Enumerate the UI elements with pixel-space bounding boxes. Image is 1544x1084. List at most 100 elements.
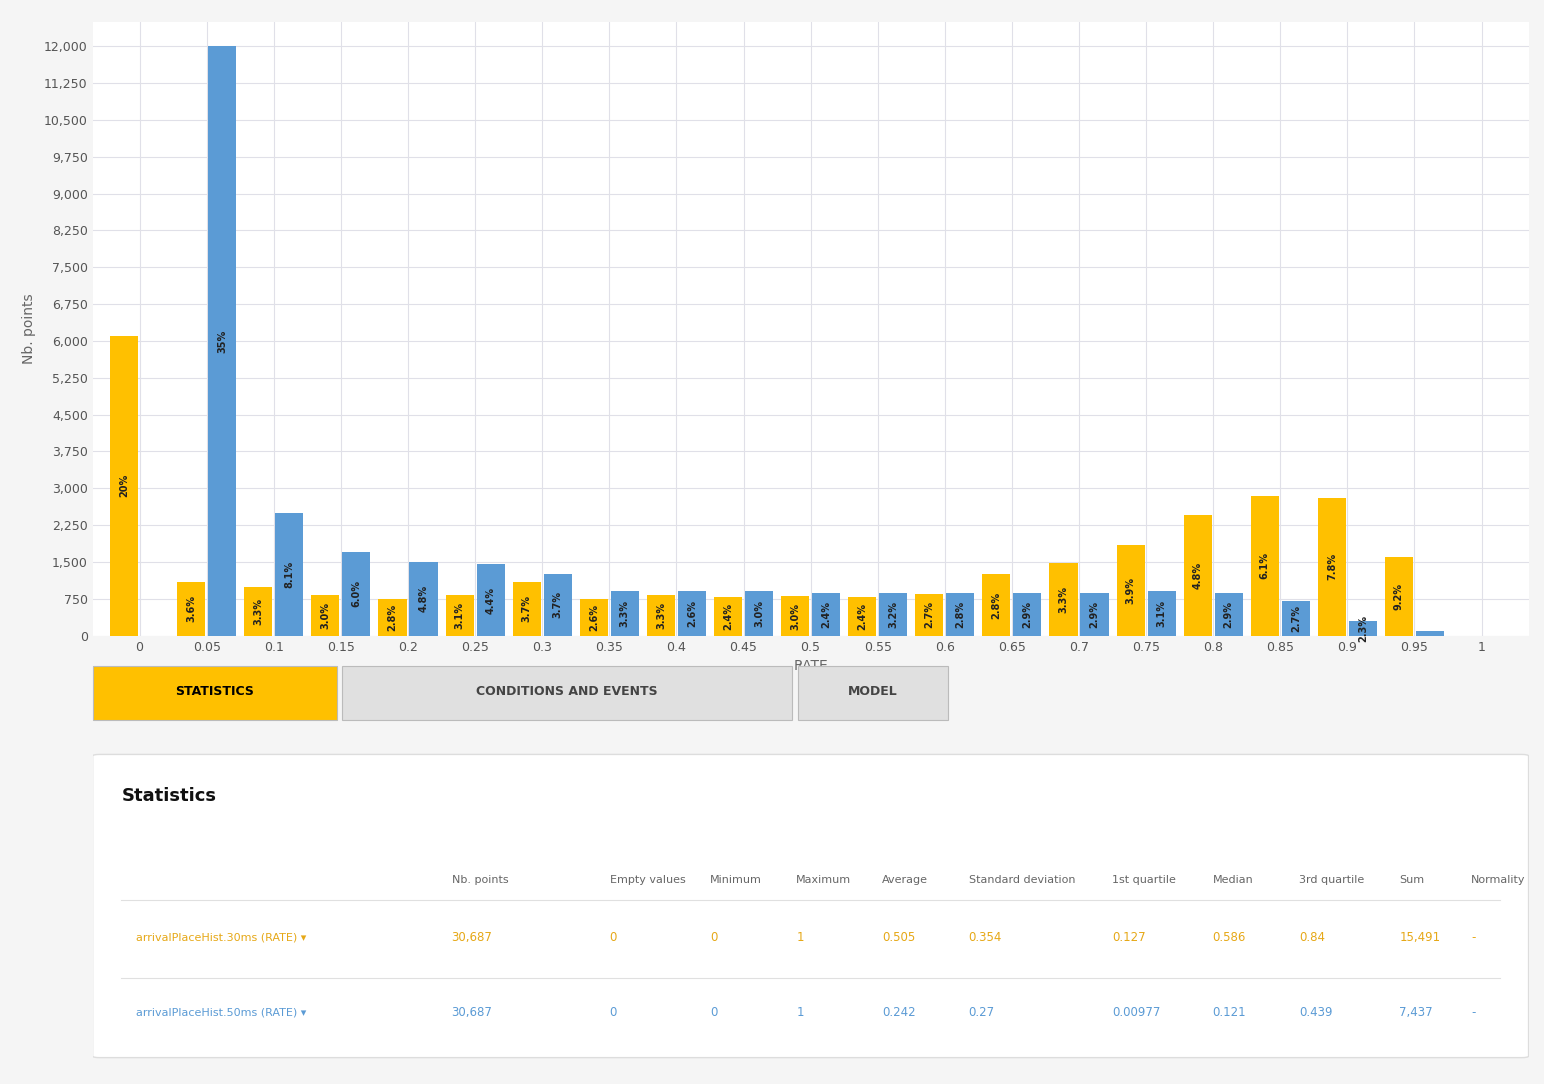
Text: 3.3%: 3.3% <box>619 601 630 627</box>
Text: Minimum: Minimum <box>710 875 761 885</box>
Text: Median: Median <box>1212 875 1254 885</box>
Bar <box>477 565 505 635</box>
Bar <box>543 575 571 635</box>
Text: 2.6%: 2.6% <box>687 601 696 627</box>
Text: Maximum: Maximum <box>797 875 851 885</box>
Text: 2.7%: 2.7% <box>1291 605 1300 632</box>
Text: 30,687: 30,687 <box>451 931 493 944</box>
Text: 3.7%: 3.7% <box>553 592 562 619</box>
Bar <box>611 592 639 635</box>
Text: 3.6%: 3.6% <box>187 595 196 622</box>
Text: 4.8%: 4.8% <box>1192 562 1203 589</box>
Bar <box>312 595 340 635</box>
Bar <box>208 47 236 635</box>
Bar <box>178 582 205 635</box>
Text: 3rd quartile: 3rd quartile <box>1299 875 1363 885</box>
X-axis label: RATE: RATE <box>794 659 828 673</box>
Text: 15,491: 15,491 <box>1399 931 1441 944</box>
Text: -: - <box>1471 1006 1476 1019</box>
Text: 3.1%: 3.1% <box>1156 601 1167 627</box>
Bar <box>1013 593 1042 635</box>
Text: 2.8%: 2.8% <box>388 604 397 631</box>
Text: 3.1%: 3.1% <box>454 602 465 629</box>
Text: 35%: 35% <box>218 330 227 352</box>
Text: 8.1%: 8.1% <box>284 560 295 588</box>
Text: arrivalPlaceHist.30ms (RATE) ▾: arrivalPlaceHist.30ms (RATE) ▾ <box>136 932 306 942</box>
Text: 20%: 20% <box>119 474 130 498</box>
Text: 3.7%: 3.7% <box>522 595 531 622</box>
Bar <box>1116 545 1144 635</box>
Text: 3.3%: 3.3% <box>253 597 264 624</box>
Bar <box>1385 557 1413 635</box>
Bar <box>110 336 139 635</box>
Bar <box>744 592 774 635</box>
Text: MODEL: MODEL <box>848 685 899 698</box>
Text: 6.0%: 6.0% <box>352 580 361 607</box>
Bar <box>879 593 908 635</box>
Bar <box>1251 495 1278 635</box>
Text: 1: 1 <box>797 1006 804 1019</box>
Text: CONDITIONS AND EVENTS: CONDITIONS AND EVENTS <box>477 685 658 698</box>
Bar <box>1081 593 1109 635</box>
Text: 3.2%: 3.2% <box>888 601 899 628</box>
Text: 6.1%: 6.1% <box>1260 552 1269 579</box>
Text: 3.3%: 3.3% <box>656 602 665 629</box>
Bar <box>409 562 437 635</box>
Text: Normality: Normality <box>1471 875 1525 885</box>
Y-axis label: Nb. points: Nb. points <box>22 294 36 364</box>
Bar <box>916 594 943 635</box>
Bar <box>446 595 474 635</box>
Text: 7.8%: 7.8% <box>1326 553 1337 580</box>
Text: 0: 0 <box>610 931 618 944</box>
Bar <box>946 593 974 635</box>
Text: Statistics: Statistics <box>122 787 216 805</box>
Bar <box>1317 499 1346 635</box>
Text: 0: 0 <box>710 931 718 944</box>
Bar <box>1215 593 1243 635</box>
Text: 1: 1 <box>797 931 804 944</box>
Bar <box>1184 515 1212 635</box>
Text: 2.8%: 2.8% <box>991 592 1002 619</box>
Bar <box>848 597 877 635</box>
Text: 2.9%: 2.9% <box>1224 601 1234 628</box>
Text: 2.9%: 2.9% <box>1090 601 1099 628</box>
Bar <box>1050 563 1078 635</box>
Text: 2.9%: 2.9% <box>1022 601 1033 628</box>
Text: 2.8%: 2.8% <box>956 601 965 628</box>
Text: 3.0%: 3.0% <box>753 601 764 627</box>
Text: 2.3%: 2.3% <box>1357 615 1368 642</box>
Text: 2.4%: 2.4% <box>723 603 733 630</box>
Text: 3.9%: 3.9% <box>1126 577 1135 604</box>
Text: 2.7%: 2.7% <box>925 602 934 629</box>
Bar <box>1349 621 1377 635</box>
Text: Average: Average <box>883 875 928 885</box>
Text: 0.505: 0.505 <box>883 931 916 944</box>
Text: arrivalPlaceHist.50ms (RATE) ▾: arrivalPlaceHist.50ms (RATE) ▾ <box>136 1007 306 1017</box>
Bar <box>812 593 840 635</box>
Text: 0.121: 0.121 <box>1212 1006 1246 1019</box>
Text: 30,687: 30,687 <box>451 1006 493 1019</box>
Text: 0.354: 0.354 <box>968 931 1002 944</box>
Text: 3.0%: 3.0% <box>321 602 330 629</box>
Text: 0.439: 0.439 <box>1299 1006 1332 1019</box>
Text: Nb. points: Nb. points <box>451 875 508 885</box>
Text: 0: 0 <box>710 1006 718 1019</box>
FancyBboxPatch shape <box>343 667 792 721</box>
Text: 4.8%: 4.8% <box>418 585 429 612</box>
Text: 0.127: 0.127 <box>1112 931 1146 944</box>
Text: -: - <box>1471 931 1476 944</box>
Bar <box>1282 602 1309 635</box>
Bar <box>275 513 304 635</box>
Text: Sum: Sum <box>1399 875 1425 885</box>
Bar <box>647 595 675 635</box>
Bar <box>378 598 406 635</box>
FancyBboxPatch shape <box>798 667 948 721</box>
Text: 2.4%: 2.4% <box>857 603 868 630</box>
Text: 4.4%: 4.4% <box>486 586 496 614</box>
Text: 0: 0 <box>610 1006 618 1019</box>
Bar <box>1416 631 1444 635</box>
Bar <box>781 596 809 635</box>
Bar <box>982 575 1010 635</box>
Bar <box>513 582 540 635</box>
Bar <box>579 599 608 635</box>
